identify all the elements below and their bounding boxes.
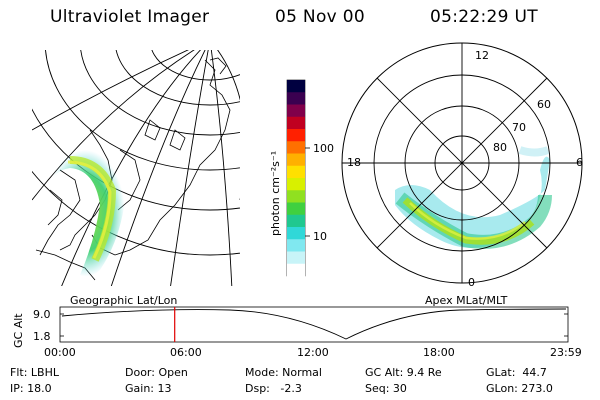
colorbar-unit-label: photon cm⁻²s⁻¹ — [269, 150, 282, 236]
timeline-xtick-0000: 00:00 — [44, 346, 76, 359]
colorbar-cell — [287, 263, 305, 277]
colorbar-tick-10: 10 — [313, 230, 327, 243]
info-gain: Gain: 13 — [125, 382, 172, 395]
colorbar-cell — [287, 116, 305, 130]
mlt-label-18: 18 — [347, 156, 361, 169]
mlat-label-80: 80 — [493, 141, 507, 154]
colorbar-cell — [287, 165, 305, 179]
timeline-xtick-2359: 23:59 — [550, 346, 582, 359]
timeline-ylabel: GC Alt — [12, 313, 25, 348]
polar-plot — [341, 42, 583, 284]
mlt-label-0: 0 — [468, 276, 475, 289]
colorbar-cell — [287, 178, 305, 191]
colorbar-cell — [287, 227, 305, 240]
timeline-ytick-top: 9.0 — [33, 308, 51, 321]
mlt-label-6: 6 — [576, 156, 583, 169]
info-ip: IP: 18.0 — [10, 382, 52, 395]
colorbar-tick-100: 100 — [313, 142, 334, 155]
colorbar-cell — [287, 80, 305, 93]
geographic-caption: Geographic Lat/Lon — [70, 294, 178, 307]
altitude-timeline — [59, 306, 569, 343]
observation-date: 05 Nov 00 — [275, 7, 365, 27]
instrument-title: Ultraviolet Imager — [50, 7, 210, 27]
geographic-map — [32, 50, 240, 286]
observation-time: 05:22:29 UT — [430, 7, 538, 27]
mlt-label-12: 12 — [475, 49, 489, 62]
info-seq: Seq: 30 — [365, 382, 407, 395]
colorbar-cell — [287, 153, 305, 167]
info-glat: GLat: 44.7 — [486, 366, 547, 379]
info-mode: Mode: Normal — [245, 366, 322, 379]
colorbar-cell — [287, 202, 305, 216]
colorbar-cell — [287, 92, 305, 105]
colorbar-cell — [287, 104, 305, 118]
mlat-label-60: 60 — [537, 98, 551, 111]
timeline-xtick-0600: 06:00 — [170, 346, 202, 359]
info-gc-alt: GC Alt: 9.4 Re — [365, 366, 442, 379]
color-scale-bar — [286, 79, 310, 277]
colorbar-cell — [287, 190, 305, 203]
info-filter: Flt: LBHL — [10, 366, 59, 379]
timeline-xtick-1200: 12:00 — [297, 346, 329, 359]
info-dsp: Dsp: -2.3 — [245, 382, 302, 395]
info-door: Door: Open — [125, 366, 188, 379]
timeline-xtick-1800: 18:00 — [423, 346, 455, 359]
mlat-label-70: 70 — [512, 121, 526, 134]
colorbar-cell — [287, 214, 305, 228]
info-glon: GLon: 273.0 — [486, 382, 553, 395]
timeline-ytick-bottom: 1.8 — [33, 330, 51, 343]
colorbar-cell — [287, 251, 305, 265]
colorbar-cell — [287, 239, 305, 252]
colorbar-cell — [287, 129, 305, 142]
apex-caption: Apex MLat/MLT — [425, 294, 508, 307]
colorbar-cell — [287, 141, 305, 154]
